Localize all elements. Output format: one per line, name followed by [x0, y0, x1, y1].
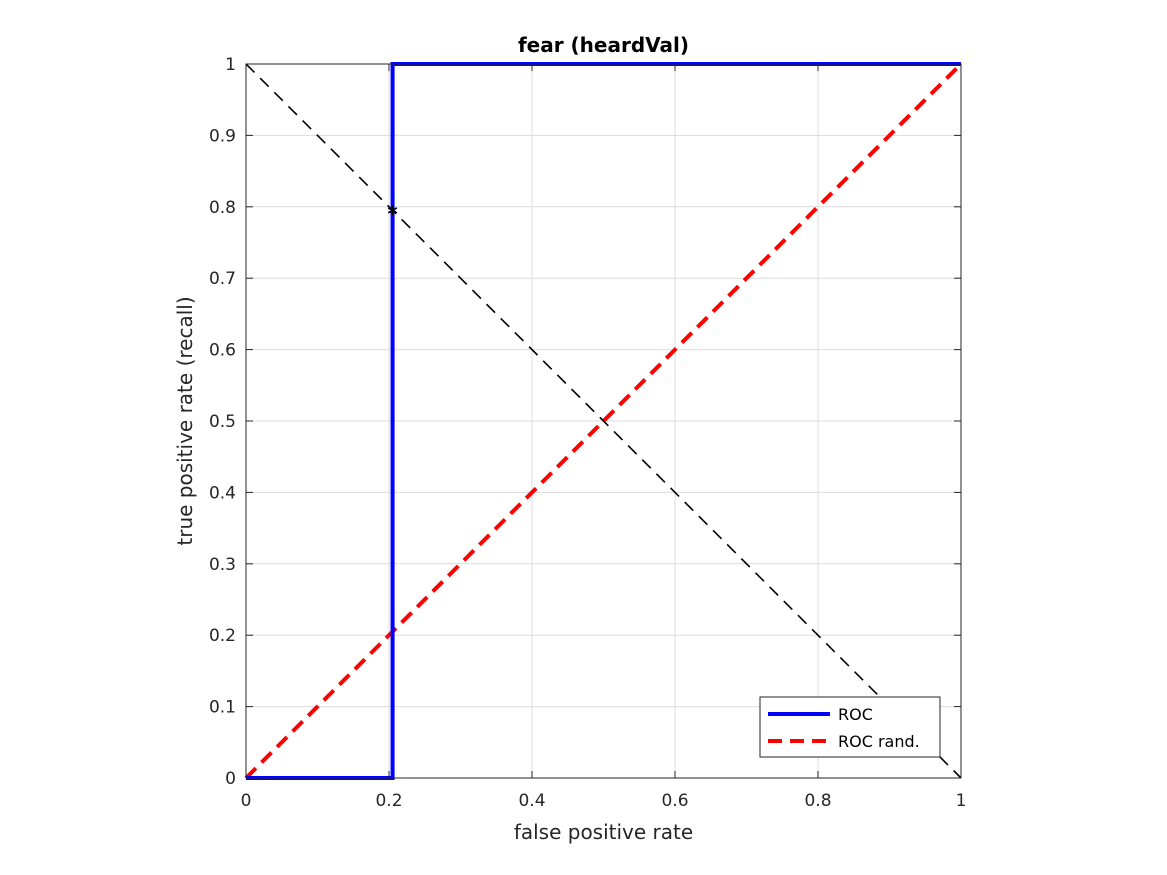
- x-tick-label: 0.6: [661, 791, 688, 811]
- legend-label-roc-rand: ROC rand.: [838, 732, 920, 751]
- reference-diagonal-line: [245, 63, 962, 779]
- y-tick-label: 0.9: [209, 126, 236, 146]
- y-tick-label: 1: [225, 55, 236, 75]
- x-axis-label: false positive rate: [514, 820, 693, 844]
- x-tick-label: 1: [956, 791, 967, 811]
- y-tick-label: 0.8: [209, 198, 236, 218]
- y-tick-label: 0.5: [209, 412, 236, 432]
- y-tick-label: 0: [225, 769, 236, 789]
- operating-point-marker: [387, 205, 398, 216]
- x-tick-label: 0.2: [375, 791, 402, 811]
- x-tick-label: 0.4: [518, 791, 545, 811]
- tick-layer: 0 0.2 0.4 0.6 0.8 1 0 0.1 0.2 0.3 0.4 0.5 0.6 0.7 0.8 0…: [209, 55, 966, 811]
- roc-random-series-line: [244, 62, 963, 780]
- marker-stroke: [387, 207, 398, 214]
- y-tick-label: 0.3: [209, 555, 236, 575]
- legend-label-roc: ROC: [838, 705, 873, 724]
- x-tick-label: 0.8: [804, 791, 831, 811]
- legend: ROC ROC rand.: [759, 696, 941, 758]
- x-tick-label: 0: [241, 791, 252, 811]
- y-tick-label: 0.4: [209, 483, 236, 503]
- y-tick-label: 0.6: [209, 341, 236, 361]
- chart-title: fear (heardVal): [518, 33, 689, 57]
- y-tick-label: 0.7: [209, 269, 236, 289]
- y-tick-label: 0.1: [209, 698, 236, 718]
- y-tick-label: 0.2: [209, 626, 236, 646]
- legend-box: [759, 696, 941, 758]
- y-axis-label: true positive rate (recall): [173, 296, 197, 545]
